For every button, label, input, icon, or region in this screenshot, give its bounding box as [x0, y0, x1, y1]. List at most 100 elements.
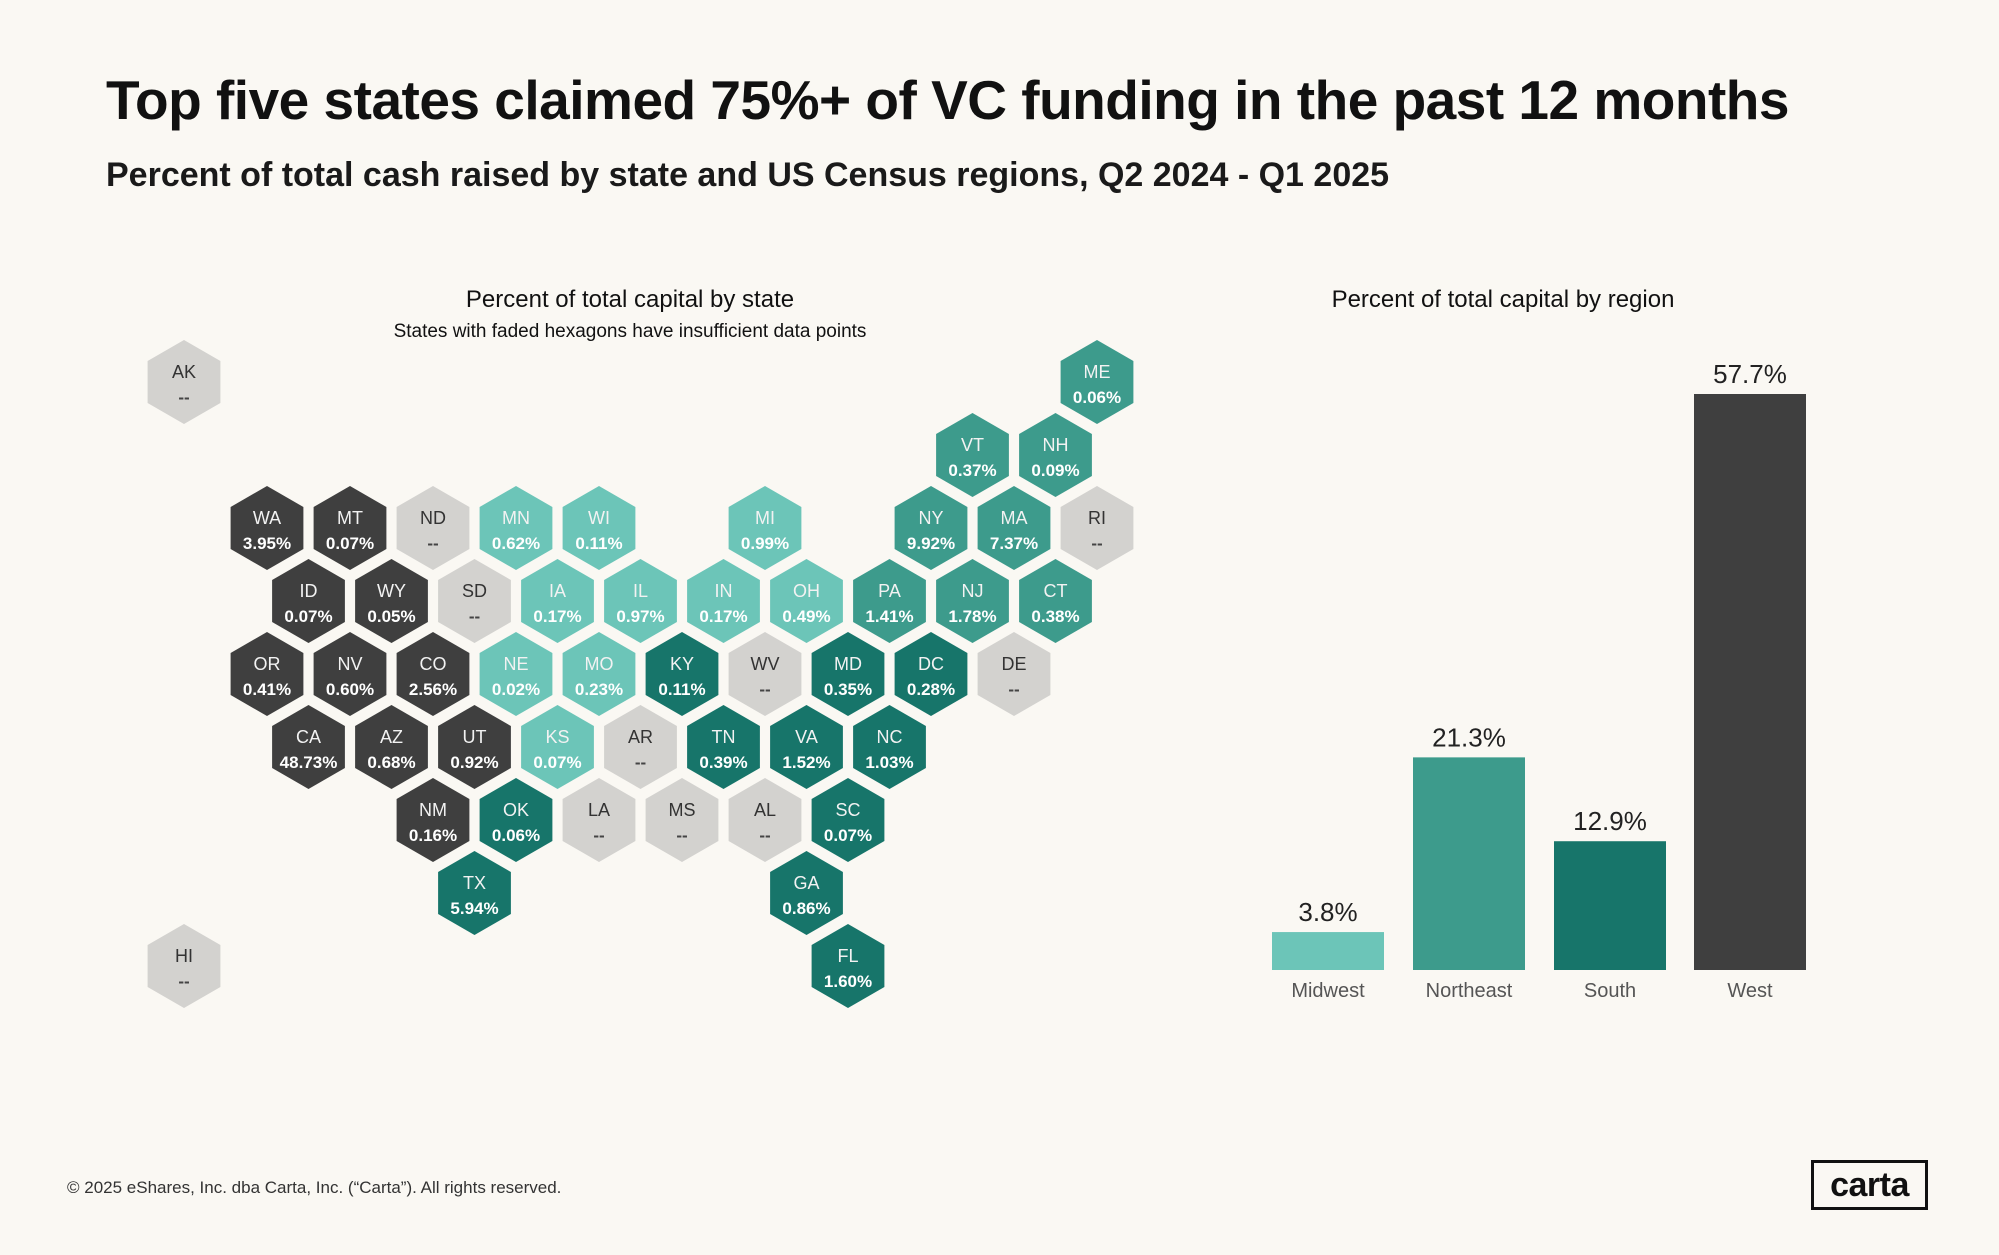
hex-ar: AR -- — [604, 705, 677, 789]
hex-value-label: 0.39% — [699, 753, 747, 772]
hex-state-label: KY — [670, 654, 694, 674]
hex-tx: TX 5.94% — [438, 851, 511, 935]
hex-ak: AK -- — [147, 340, 221, 424]
hex-ri: RI -- — [1060, 486, 1134, 570]
hex-cell — [1019, 559, 1092, 643]
hex-value-label: 9.92% — [907, 534, 955, 553]
hex-mn: MN 0.62% — [479, 486, 553, 570]
hex-state-label: CT — [1044, 581, 1068, 601]
hex-cell — [438, 559, 511, 643]
hex-ct: CT 0.38% — [1019, 559, 1092, 643]
hex-state-label: NM — [419, 800, 447, 820]
hex-sd: SD -- — [438, 559, 511, 643]
hex-value-label: -- — [469, 607, 480, 626]
hex-ne: NE 0.02% — [479, 632, 553, 716]
hex-cell — [936, 413, 1009, 497]
hex-me: ME 0.06% — [1060, 340, 1134, 424]
hex-state-label: VT — [961, 435, 984, 455]
hex-cell — [687, 559, 760, 643]
hex-value-label: 0.17% — [533, 607, 581, 626]
hex-cell — [355, 559, 428, 643]
hex-in: IN 0.17% — [687, 559, 760, 643]
hex-cell — [770, 851, 843, 935]
hex-fl: FL 1.60% — [811, 924, 885, 1008]
hex-wi: WI 0.11% — [562, 486, 636, 570]
hex-cell — [604, 559, 677, 643]
hex-cell — [977, 486, 1051, 570]
hex-value-label: 2.56% — [409, 680, 457, 699]
hex-cell — [147, 340, 221, 424]
hex-state-label: HI — [175, 946, 193, 966]
hex-state-label: IA — [549, 581, 566, 601]
hex-wv: WV -- — [728, 632, 802, 716]
hex-cell — [894, 632, 968, 716]
hex-value-label: 0.62% — [492, 534, 540, 553]
hex-mi: MI 0.99% — [728, 486, 802, 570]
hex-cell — [313, 486, 387, 570]
hex-value-label: 1.03% — [865, 753, 913, 772]
map-note: States with faded hexagons have insuffic… — [393, 321, 867, 342]
hex-value-label: -- — [1008, 680, 1019, 699]
hex-state-label: ME — [1084, 362, 1111, 382]
hex-value-label: 0.07% — [326, 534, 374, 553]
hex-cell — [479, 778, 553, 862]
hex-wy: WY 0.05% — [355, 559, 428, 643]
hex-cell — [147, 924, 221, 1008]
hex-ny: NY 9.92% — [894, 486, 968, 570]
hex-cell — [853, 705, 926, 789]
hex-value-label: 0.60% — [326, 680, 374, 699]
hex-state-label: ND — [420, 508, 446, 528]
hex-ga: GA 0.86% — [770, 851, 843, 935]
hex-value-label: 1.78% — [948, 607, 996, 626]
hex-cell — [562, 486, 636, 570]
hex-state-label: NJ — [962, 581, 984, 601]
hex-state-label: DE — [1001, 654, 1026, 674]
hex-value-label: 0.97% — [616, 607, 664, 626]
hex-value-label: 1.41% — [865, 607, 913, 626]
hex-al: AL -- — [728, 778, 802, 862]
hex-state-label: NV — [337, 654, 362, 674]
hex-ma: MA 7.37% — [977, 486, 1051, 570]
hex-value-label: 0.99% — [741, 534, 789, 553]
hex-value-label: 0.02% — [492, 680, 540, 699]
hex-cell — [313, 632, 387, 716]
hex-state-label: TX — [463, 873, 486, 893]
hex-cell — [355, 705, 428, 789]
hex-state-label: OH — [793, 581, 820, 601]
hex-value-label: 0.05% — [367, 607, 415, 626]
hex-value-label: 0.07% — [824, 826, 872, 845]
hex-de: DE -- — [977, 632, 1051, 716]
hex-state-label: NY — [918, 508, 943, 528]
hex-vt: VT 0.37% — [936, 413, 1009, 497]
hex-state-label: WI — [588, 508, 610, 528]
hex-value-label: 0.41% — [243, 680, 291, 699]
hex-state-label: MO — [585, 654, 614, 674]
hex-id: ID 0.07% — [272, 559, 345, 643]
hex-cell — [396, 778, 470, 862]
hex-state-label: KS — [545, 727, 569, 747]
hex-va: VA 1.52% — [770, 705, 843, 789]
hex-cell — [811, 778, 885, 862]
hex-state-label: AL — [754, 800, 776, 820]
hex-cell — [604, 705, 677, 789]
hex-cell — [562, 778, 636, 862]
hex-cell — [894, 486, 968, 570]
hex-state-label: LA — [588, 800, 610, 820]
hex-cell — [396, 632, 470, 716]
hex-state-label: OR — [254, 654, 281, 674]
hex-cell — [853, 559, 926, 643]
hex-value-label: -- — [427, 534, 438, 553]
hex-value-label: 0.28% — [907, 680, 955, 699]
hex-ks: KS 0.07% — [521, 705, 594, 789]
map-title: Percent of total capital by state — [465, 286, 795, 313]
hex-cell — [438, 705, 511, 789]
hex-il: IL 0.97% — [604, 559, 677, 643]
hex-cell — [977, 632, 1051, 716]
hex-state-label: NC — [877, 727, 903, 747]
hex-ms: MS -- — [645, 778, 719, 862]
hex-value-label: 0.17% — [699, 607, 747, 626]
hex-value-label: 0.86% — [782, 899, 830, 918]
hex-state-label: CO — [420, 654, 447, 674]
hex-value-label: -- — [676, 826, 687, 845]
hex-value-label: 0.11% — [658, 680, 705, 699]
